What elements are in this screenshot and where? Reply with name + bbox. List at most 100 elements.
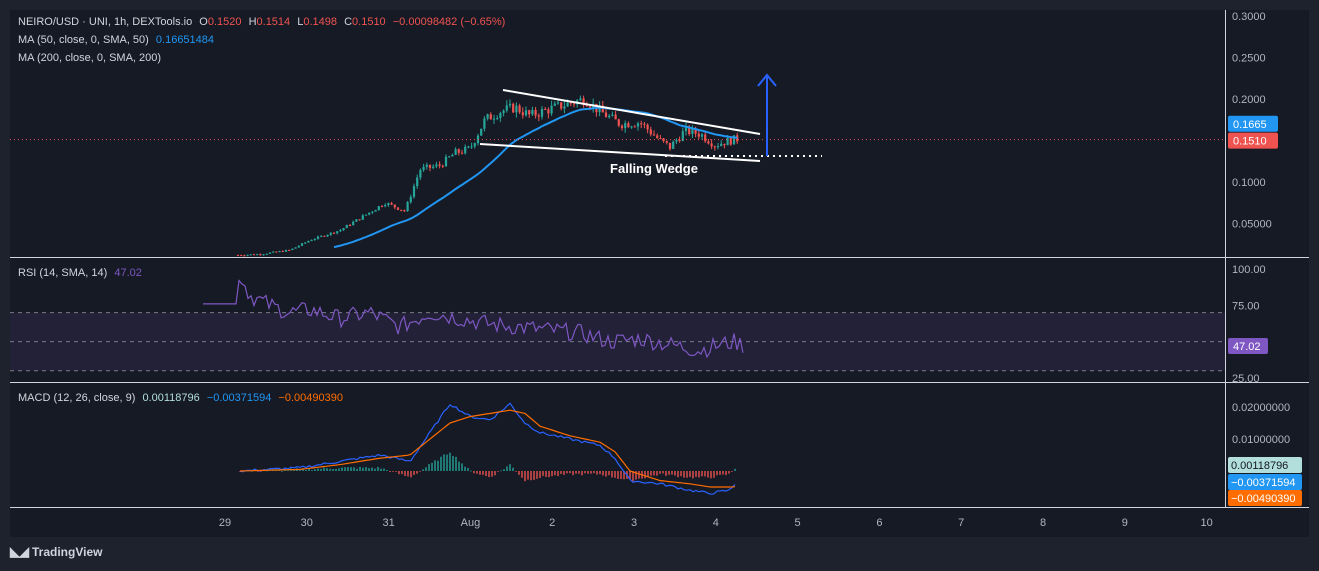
macd-axis-tick: 0.01000000 bbox=[1232, 434, 1290, 446]
macd-histogram-bar bbox=[605, 471, 607, 477]
macd-line-value: −0.00371594 bbox=[206, 392, 272, 404]
candle-body bbox=[556, 102, 560, 104]
macd-histogram-bar bbox=[521, 471, 523, 478]
macd-histogram-bar bbox=[491, 471, 493, 477]
candle-body bbox=[444, 156, 448, 167]
macd-histogram-bar bbox=[464, 466, 466, 471]
macd-line bbox=[239, 402, 736, 495]
macd-histogram-bar bbox=[677, 471, 679, 478]
candle-body bbox=[531, 109, 534, 115]
macd-histogram-bar bbox=[536, 471, 538, 479]
macd-histogram-bar bbox=[548, 471, 550, 478]
macd-histogram-bar bbox=[551, 471, 553, 477]
candle-body bbox=[377, 206, 380, 211]
candle-body bbox=[540, 109, 544, 117]
macd-histogram-bar bbox=[689, 471, 691, 477]
candle-body bbox=[678, 140, 681, 142]
rsi-axis-tick: 100.00 bbox=[1232, 264, 1266, 276]
chart-container[interactable]: 0.3000 0.2500 0.2000 0.1000 0.05000 29 30 31 Aug… bbox=[10, 10, 1309, 537]
macd-histogram-bar bbox=[545, 471, 547, 477]
candle-body bbox=[355, 219, 358, 222]
candle-body bbox=[614, 114, 617, 120]
macd-histogram-bar bbox=[281, 470, 283, 472]
macd-value-tag: −0.00490390 bbox=[1231, 493, 1296, 505]
macd-histogram-bar bbox=[404, 471, 406, 476]
macd-histogram-bar bbox=[671, 471, 673, 475]
candle-body bbox=[294, 247, 297, 249]
candle-body bbox=[646, 124, 649, 130]
macd-histogram-bar bbox=[416, 471, 418, 474]
macd-histogram-bar bbox=[653, 471, 655, 476]
candle-body bbox=[380, 206, 384, 208]
macd-histogram-bar bbox=[584, 471, 586, 474]
candle-body bbox=[336, 231, 339, 234]
candle-body bbox=[249, 254, 252, 256]
macd-histogram-bar bbox=[422, 469, 424, 471]
candle-body bbox=[371, 211, 374, 213]
macd-histogram-bar bbox=[383, 468, 385, 471]
macd-histogram-bar bbox=[587, 471, 589, 474]
candle-body bbox=[659, 137, 662, 139]
candle-body bbox=[723, 143, 726, 146]
macd-histogram-bar bbox=[662, 471, 664, 474]
macd-histogram-bar bbox=[470, 470, 472, 472]
candle-body bbox=[460, 152, 464, 154]
candle-body bbox=[720, 143, 723, 147]
candle-body bbox=[368, 212, 371, 215]
macd-tag-bg bbox=[1228, 457, 1302, 473]
candle-body bbox=[281, 251, 284, 253]
ma200-legend[interactable]: MA (200, close, 0, SMA, 200) bbox=[18, 52, 165, 64]
tradingview-brand[interactable]: ◣◢ TradingView bbox=[10, 544, 102, 560]
candle-body bbox=[534, 109, 537, 116]
macd-histogram-bar bbox=[602, 471, 604, 476]
candle-body bbox=[512, 103, 515, 113]
candle-body bbox=[384, 204, 387, 207]
macd-histogram-bar bbox=[428, 464, 430, 471]
candle-body bbox=[307, 240, 310, 243]
rsi-legend[interactable]: RSI (14, SMA, 14) 47.02 bbox=[18, 267, 146, 279]
time-axis-tick: 30 bbox=[301, 517, 313, 529]
last-price-tag: 0.1510 bbox=[1233, 136, 1267, 148]
candle-body bbox=[553, 103, 556, 106]
macd-histogram-bar bbox=[608, 471, 610, 476]
candle-body bbox=[284, 249, 288, 252]
candle-body bbox=[316, 236, 320, 239]
macd-histogram-bar bbox=[701, 471, 703, 477]
macd-histogram-bar bbox=[386, 469, 388, 471]
candle-body bbox=[480, 128, 483, 136]
candle-body bbox=[588, 106, 592, 108]
candle-body bbox=[441, 165, 444, 167]
candle-body bbox=[688, 126, 691, 135]
macd-histogram-bar bbox=[497, 471, 499, 472]
low-label: L bbox=[297, 16, 304, 28]
symbol-label[interactable]: NEIRO/USD · UNI, 1h, DEXTools.io bbox=[18, 16, 193, 28]
macd-histogram-bar bbox=[440, 456, 442, 471]
candle-body bbox=[358, 219, 361, 221]
macd-histogram-bar bbox=[365, 467, 367, 471]
candle-body bbox=[291, 248, 294, 250]
macd-histogram-bar bbox=[554, 471, 556, 476]
candle-body bbox=[329, 232, 332, 235]
macd-histogram-bar bbox=[707, 471, 709, 478]
rsi-axis-tick: 75.00 bbox=[1232, 300, 1260, 312]
candle-body bbox=[716, 146, 720, 148]
candle-body bbox=[243, 255, 246, 257]
macd-histogram-bar bbox=[581, 471, 583, 476]
rsi-value: 47.02 bbox=[114, 267, 142, 279]
macd-histogram-bar bbox=[377, 466, 379, 471]
macd-histogram-bar bbox=[266, 470, 268, 472]
macd-histogram-bar bbox=[530, 471, 532, 481]
ma50-value: 0.16651484 bbox=[155, 34, 215, 46]
macd-histogram-bar bbox=[614, 471, 616, 478]
brand-label: TradingView bbox=[32, 545, 103, 559]
candle-body bbox=[585, 105, 588, 107]
ma50-legend[interactable]: MA (50, close, 0, SMA, 50) 0.16651484 bbox=[18, 34, 218, 46]
candle-body bbox=[713, 146, 716, 148]
candle-body bbox=[342, 228, 345, 231]
macd-legend[interactable]: MACD (12, 26, close, 9) 0.00118796 −0.00… bbox=[18, 392, 347, 404]
macd-histogram-bar bbox=[629, 471, 631, 480]
macd-histogram-bar bbox=[311, 470, 313, 471]
macd-histogram-bar bbox=[500, 470, 502, 472]
macd-histogram-bar bbox=[575, 471, 577, 474]
